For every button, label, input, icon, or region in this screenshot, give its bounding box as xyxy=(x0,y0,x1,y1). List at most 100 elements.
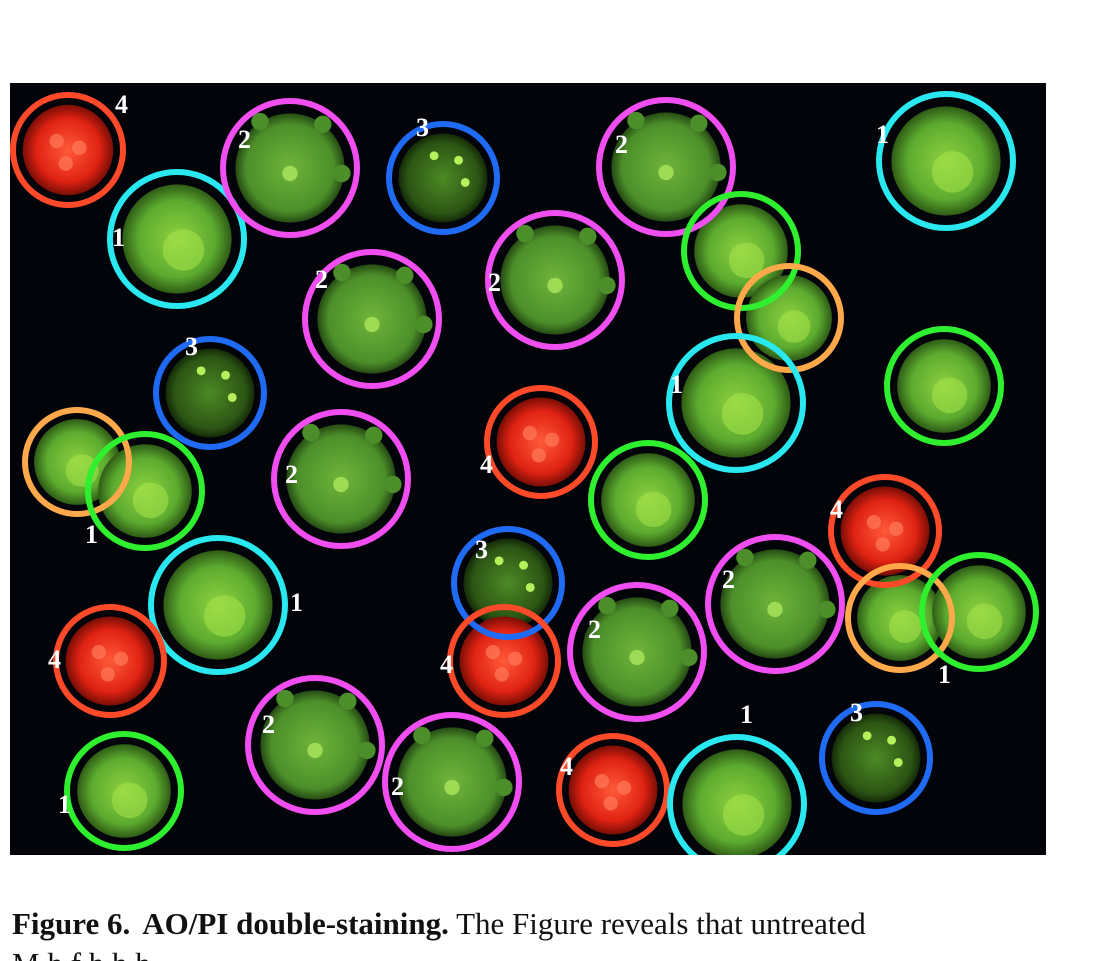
bright-granule xyxy=(887,735,897,745)
chromatin-dot xyxy=(547,277,563,294)
bright-granule xyxy=(494,556,504,566)
cell-blebbing xyxy=(720,548,836,659)
annotation-ring-green xyxy=(85,431,205,551)
bright-granule xyxy=(460,178,470,187)
fragment-spot xyxy=(485,644,500,660)
stage-label: 2 xyxy=(315,265,328,294)
annotation-ring-blue xyxy=(153,336,267,450)
annotation-ring-magenta xyxy=(705,534,845,674)
cell-viable xyxy=(682,749,792,855)
cell-nucleus xyxy=(931,377,968,414)
stage-label: 1 xyxy=(938,660,951,689)
annotation-ring-green xyxy=(64,731,184,851)
annotation-ring-magenta xyxy=(382,712,522,852)
stage-label: 2 xyxy=(391,772,404,801)
membrane-bleb xyxy=(314,115,332,134)
annotation-ring-magenta xyxy=(220,98,360,238)
chromatin-dot xyxy=(333,476,349,493)
cell-nucleus xyxy=(722,794,765,836)
fragment-spot xyxy=(72,140,87,155)
fragment-spot xyxy=(531,448,546,463)
annotation-ring-red xyxy=(484,385,598,499)
chromatin-dot xyxy=(307,742,323,759)
cell-body xyxy=(398,133,488,223)
annotation-ring-orange xyxy=(22,407,132,517)
annotation-ring-red xyxy=(447,604,561,718)
membrane-bleb xyxy=(736,548,754,567)
annotation-ring-magenta xyxy=(245,675,385,815)
membrane-bleb xyxy=(396,266,414,285)
annotation-ring-magenta xyxy=(596,97,736,237)
cell-dark xyxy=(831,713,921,803)
cell-nucleus xyxy=(966,603,1003,640)
cell-blebbing xyxy=(611,111,727,222)
cell-body xyxy=(165,348,255,438)
fragment-spot xyxy=(114,651,129,666)
annotation-ring-blue xyxy=(451,526,565,640)
caption-text: The Figure reveals that untreated xyxy=(456,906,866,941)
fragment-spot xyxy=(603,796,618,811)
bright-granule xyxy=(893,758,903,767)
stage-label: 3 xyxy=(416,113,429,142)
cell-blebbing xyxy=(317,263,433,374)
chromatin-dot xyxy=(629,649,645,666)
annotation-ring-red xyxy=(828,474,942,588)
chromatin-dot xyxy=(658,164,674,181)
stage-label: 1 xyxy=(876,120,889,149)
membrane-bleb xyxy=(339,692,357,711)
annotation-ring-magenta xyxy=(485,210,625,350)
cell-red xyxy=(840,486,930,576)
cell-viable xyxy=(163,550,273,660)
annotation-ring-cyan xyxy=(876,91,1016,231)
cell-viable xyxy=(681,348,791,458)
cell-blebbing xyxy=(260,689,376,800)
annotation-ring-green xyxy=(588,440,708,560)
cell-viable xyxy=(77,744,171,838)
annotation-ring-red xyxy=(53,604,167,718)
bright-granule xyxy=(862,731,872,741)
cell-nucleus xyxy=(635,491,672,528)
fragment-spot xyxy=(889,521,904,536)
figure-label: Figure 6. xyxy=(12,906,131,941)
annotation-ring-magenta xyxy=(567,582,707,722)
cell-blebbing xyxy=(582,596,698,707)
bright-granule xyxy=(196,366,206,376)
stage-label: 1 xyxy=(670,370,683,399)
membrane-bleb xyxy=(251,112,269,131)
chromatin-dot xyxy=(364,316,380,333)
membrane-bleb xyxy=(476,729,494,748)
bright-granule xyxy=(221,370,231,380)
stage-label: 2 xyxy=(262,710,275,739)
fragment-spot xyxy=(100,667,115,682)
membrane-bleb xyxy=(690,114,708,133)
membrane-bleb xyxy=(333,263,351,282)
cell-nucleus xyxy=(888,610,922,643)
stage-label: 4 xyxy=(440,650,453,679)
figure-title: AO/PI double-staining. xyxy=(142,906,449,941)
cell-body xyxy=(496,397,586,487)
cell-red xyxy=(496,397,586,487)
stage-label: 3 xyxy=(185,332,198,361)
annotation-ring-orange xyxy=(734,263,844,373)
cell-dark xyxy=(165,348,255,438)
bright-granule xyxy=(519,560,529,570)
fragment-spot xyxy=(49,133,64,149)
cell-nucleus xyxy=(203,595,246,637)
stage-label: 4 xyxy=(560,752,573,781)
fragment-spot xyxy=(875,537,890,552)
stage-label: 2 xyxy=(615,130,628,159)
caption-line-2: M h f h h h xyxy=(12,944,1095,961)
cell-dark xyxy=(398,133,488,223)
membrane-bleb xyxy=(709,163,727,182)
annotation-ring-orange xyxy=(845,563,955,673)
cell-body xyxy=(459,616,549,706)
annotation-ring-magenta xyxy=(271,409,411,549)
chromatin-dot xyxy=(767,601,783,618)
cell-body xyxy=(65,616,155,706)
cell-viable xyxy=(897,339,991,433)
cell-nucleus xyxy=(132,482,169,519)
membrane-bleb xyxy=(495,778,513,797)
membrane-bleb xyxy=(680,648,698,667)
membrane-bleb xyxy=(661,599,679,618)
cell-blebbing xyxy=(500,224,616,335)
